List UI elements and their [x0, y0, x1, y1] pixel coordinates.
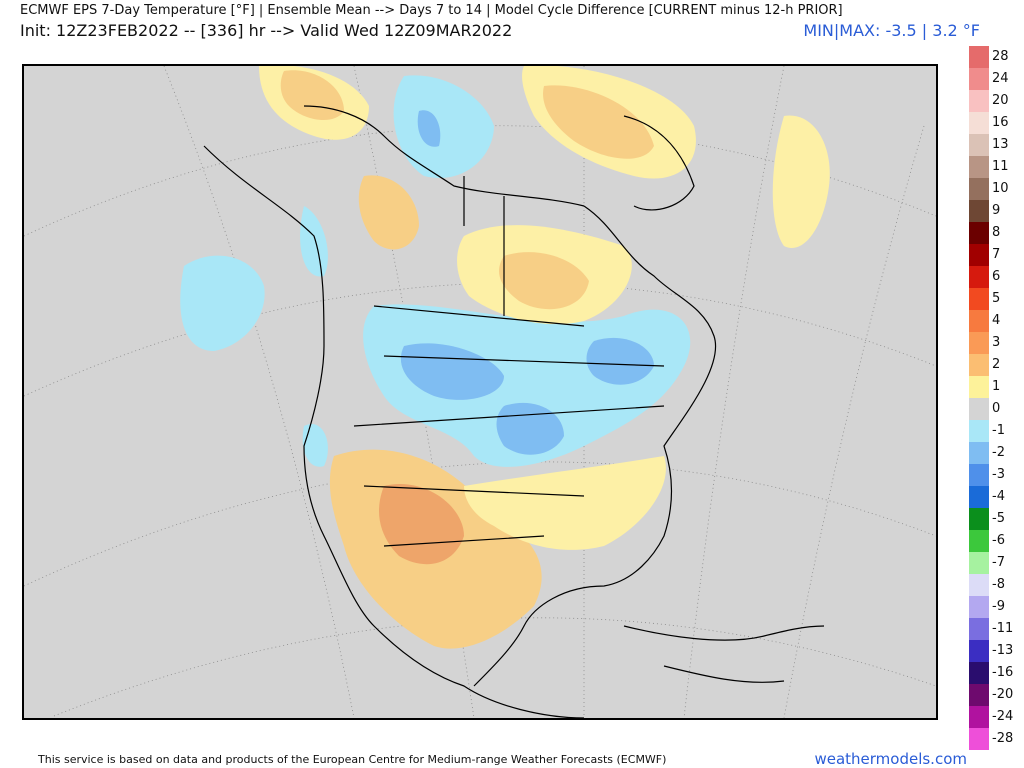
legend-swatch: -28 [969, 728, 1013, 750]
legend-swatch: 7 [969, 244, 1000, 266]
legend-label: 6 [992, 269, 1001, 284]
map-subtitle: Init: 12Z23FEB2022 -- [336] hr --> Valid… [20, 21, 513, 40]
legend-swatch: 9 [969, 200, 1000, 222]
legend-label: -9 [992, 599, 1005, 614]
legend-label: 3 [992, 335, 1001, 350]
legend-swatch: 11 [969, 156, 1009, 178]
legend-label: 24 [992, 71, 1009, 86]
legend-swatch: -20 [969, 684, 1013, 706]
legend-swatch: 24 [969, 68, 1009, 90]
legend-swatch: -7 [969, 552, 1005, 574]
site-link[interactable]: weathermodels.com [814, 750, 967, 768]
legend-label: 0 [992, 401, 1001, 416]
legend-label: 11 [992, 159, 1009, 174]
legend-label: -6 [992, 533, 1005, 548]
legend-label: -20 [992, 687, 1014, 702]
legend-label: 1 [992, 379, 1001, 394]
legend-label: -16 [992, 665, 1014, 680]
legend-swatch: 8 [969, 222, 1000, 244]
coastlines-and-borders [203, 105, 825, 718]
legend-swatch: 6 [969, 266, 1000, 288]
legend-swatch: -2 [969, 442, 1005, 464]
map-panel [22, 64, 938, 720]
legend-label: 9 [992, 203, 1001, 218]
legend-label: -2 [992, 445, 1005, 460]
legend-swatch: -24 [969, 706, 1013, 728]
legend-label: -13 [992, 643, 1014, 658]
legend-label: 2 [992, 357, 1001, 372]
legend-swatch: 20 [969, 90, 1009, 112]
legend-label: -1 [992, 423, 1005, 438]
legend-label: 13 [992, 137, 1009, 152]
legend-swatch: 4 [969, 310, 1000, 332]
legend-label: -8 [992, 577, 1005, 592]
legend-label: 16 [992, 115, 1009, 130]
legend-label: -24 [992, 709, 1014, 724]
legend-swatch: -6 [969, 530, 1005, 552]
legend-label: 7 [992, 247, 1001, 262]
ecmwf-credit: This service is based on data and produc… [38, 753, 667, 766]
legend-swatch: 2 [969, 354, 1000, 376]
min-max-readout: MIN|MAX: -3.5 | 3.2 °F [803, 21, 980, 40]
legend-label: -4 [992, 489, 1005, 504]
legend-swatch: 3 [969, 332, 1000, 354]
legend-label: 4 [992, 313, 1001, 328]
legend-label: 5 [992, 291, 1001, 306]
legend-swatch: -5 [969, 508, 1005, 530]
legend-label: -5 [992, 511, 1005, 526]
positive-anomaly-fill [259, 66, 830, 649]
legend-label: -28 [992, 731, 1014, 746]
legend-label: -7 [992, 555, 1005, 570]
legend-swatch: -4 [969, 486, 1005, 508]
legend-swatch: -1 [969, 420, 1005, 442]
legend-label: -3 [992, 467, 1005, 482]
map-title: ECMWF EPS 7-Day Temperature [°F] | Ensem… [20, 3, 843, 18]
legend-swatch: 5 [969, 288, 1000, 310]
negative-anomaly-fill [180, 75, 691, 467]
legend-swatch: -16 [969, 662, 1013, 684]
legend-label: 8 [992, 225, 1001, 240]
temperature-difference-map [24, 66, 936, 718]
legend-swatch: 28 [969, 46, 1009, 68]
legend-label: 10 [992, 181, 1009, 196]
legend-swatch: 16 [969, 112, 1009, 134]
color-scale-legend: 28 24 20 16 13 11 10 9 8 7 6 5 4 3 2 1 0 -1 -2 -3 -4 -5 -6 -7 -8… [969, 46, 1013, 750]
legend-swatch: -8 [969, 574, 1005, 596]
legend-label: 20 [992, 93, 1009, 108]
legend-swatch: -9 [969, 596, 1005, 618]
legend-swatch: 13 [969, 134, 1009, 156]
legend-swatch: -13 [969, 640, 1013, 662]
legend-swatch: -11 [969, 618, 1013, 640]
legend-label: 28 [992, 49, 1009, 64]
legend-swatch: 1 [969, 376, 1000, 398]
legend-label: -11 [992, 621, 1014, 636]
legend-swatch: 0 [969, 398, 1000, 420]
legend-swatch: -3 [969, 464, 1005, 486]
legend-swatch: 10 [969, 178, 1009, 200]
